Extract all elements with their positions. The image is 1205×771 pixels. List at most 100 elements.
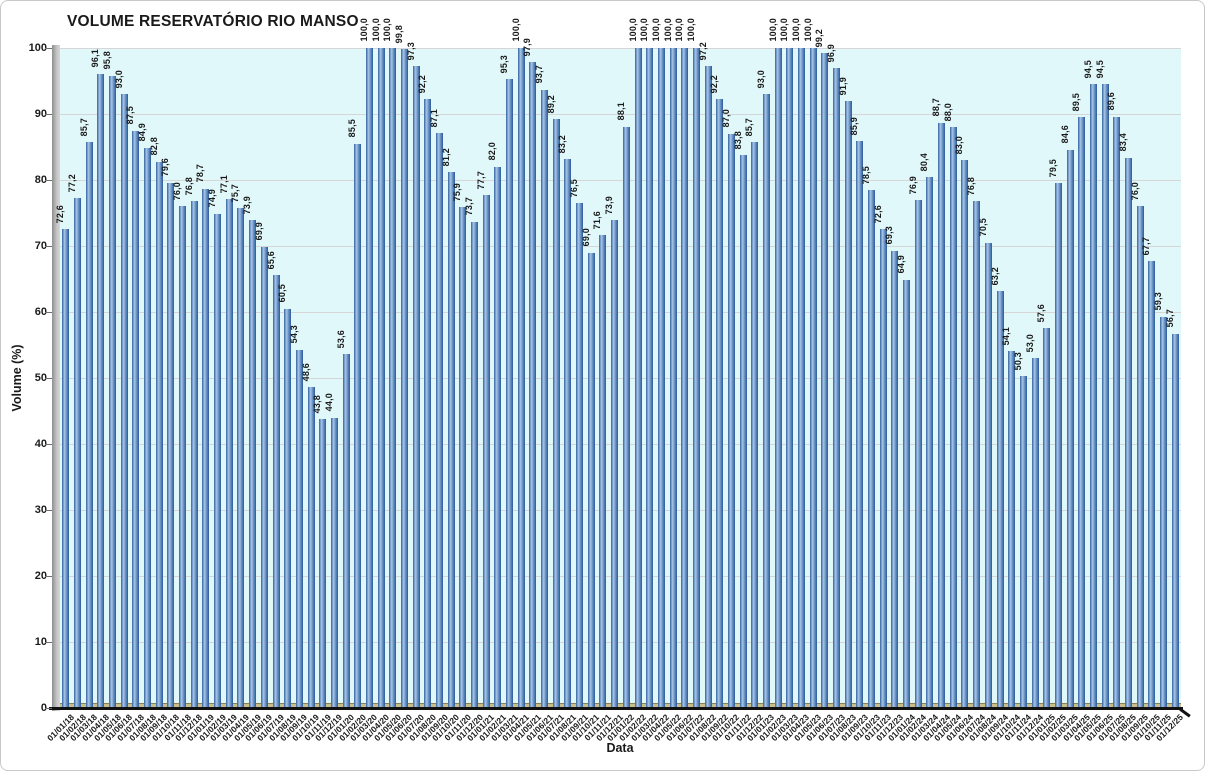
bar-value-label: 76,8 [966, 176, 977, 196]
bar [424, 99, 432, 708]
bar [657, 48, 665, 708]
bar-value-label: 53,6 [335, 329, 346, 349]
bar [973, 201, 981, 708]
bar-value-label: 76,5 [569, 178, 580, 198]
bar-value-label: 78,5 [861, 165, 872, 184]
bar [903, 279, 911, 708]
bar [1066, 149, 1074, 708]
bar [272, 275, 280, 708]
bar [599, 235, 607, 708]
chart-title: VOLUME RESERVATÓRIO RIO MANSO [67, 13, 359, 30]
bar-value-label: 76,0 [1129, 182, 1140, 201]
bar [891, 250, 899, 708]
bar [85, 142, 93, 708]
bar [692, 48, 700, 708]
y-axis-title: Volume (%) [10, 344, 24, 412]
bar-value-label: 100,0 [639, 18, 650, 42]
bar-value-label: 88,1 [615, 102, 626, 121]
bar [517, 48, 525, 708]
y-tick-label: 60 [34, 305, 47, 318]
y-tick-mark [45, 378, 52, 379]
bar [821, 53, 829, 708]
bar-value-label: 82,8 [148, 137, 159, 156]
bar [774, 48, 782, 708]
bar-value-label: 96,1 [90, 49, 101, 68]
bar-value-label: 82,0 [487, 142, 498, 161]
bar [751, 142, 759, 708]
bar [926, 177, 934, 708]
y-tick-label: 70 [34, 239, 47, 252]
bar [471, 221, 479, 708]
bar [611, 220, 619, 708]
y-tick-label: 80 [34, 173, 47, 186]
bar-value-label: 99,8 [393, 25, 404, 44]
bar [844, 101, 852, 708]
bar-value-label: 67,7 [1141, 236, 1152, 256]
bar-value-label: 87,1 [429, 108, 439, 128]
bar-value-label: 88,7 [931, 98, 942, 117]
bar [833, 68, 841, 708]
y-tick-mark [45, 246, 52, 247]
bar-value-label: 71,6 [592, 211, 603, 230]
y-tick-label: 0 [40, 701, 47, 714]
bar [1019, 376, 1027, 708]
bar-value-label: 100,0 [790, 18, 801, 42]
y-tick-label: 50 [34, 371, 47, 384]
bar-value-label: 94,5 [1082, 59, 1093, 79]
bar-value-label: 56,7 [1164, 309, 1175, 328]
bar-value-label: 100,0 [674, 18, 685, 42]
y-tick-label: 40 [34, 437, 47, 450]
y-tick-mark [45, 510, 52, 511]
bar [669, 48, 677, 708]
bar-value-label: 99,2 [814, 28, 825, 48]
bar [97, 73, 105, 708]
bar [704, 66, 712, 708]
bar [400, 49, 408, 708]
bar-value-label: 89,6 [1106, 92, 1117, 111]
bar-value-label: 92,2 [417, 75, 428, 94]
bar-value-label: 95,3 [499, 54, 510, 74]
bar-value-label: 54,3 [288, 325, 299, 344]
gridline [60, 641, 1181, 643]
bar-value-label: 72,6 [872, 204, 883, 223]
bar-value-label: 85,7 [78, 118, 89, 137]
bar-value-label: 69,0 [580, 228, 591, 247]
bar-value-label: 72,6 [55, 204, 66, 223]
bar-value-label: 76,9 [907, 176, 918, 195]
bar-value-label: 100,0 [662, 18, 673, 42]
bar [634, 48, 642, 708]
bar [214, 213, 222, 708]
y-tick-label: 100 [28, 41, 47, 54]
bar [564, 158, 572, 708]
y-tick-label: 90 [34, 107, 47, 120]
bar [716, 99, 724, 708]
bar [260, 246, 268, 708]
bar-value-label: 100,0 [802, 18, 813, 42]
bar [249, 220, 257, 708]
bar [1113, 116, 1121, 708]
bar-value-label: 100,0 [358, 18, 369, 42]
bar [949, 127, 957, 708]
bar-value-label: 76,8 [183, 176, 194, 196]
bar [914, 200, 922, 708]
bar [132, 130, 140, 708]
gridline [60, 47, 1181, 49]
bar-value-label: 96,9 [826, 44, 837, 63]
y-tick-mark [45, 642, 52, 643]
bar [377, 48, 385, 708]
bar-value-label: 43,8 [312, 394, 323, 413]
bar [365, 48, 373, 708]
bar [1008, 350, 1016, 708]
bar-value-label: 93,7 [534, 65, 545, 84]
y-tick-mark [45, 708, 52, 709]
bar-value-label: 84,9 [137, 123, 148, 142]
bar-value-label: 81,2 [440, 147, 451, 167]
bar-value-label: 73,9 [604, 195, 615, 215]
bar [447, 172, 455, 708]
bar-value-label: 77,7 [475, 170, 486, 190]
bar-value-label: 60,5 [277, 284, 288, 303]
bar [330, 417, 338, 708]
bar [202, 188, 210, 708]
bar [237, 208, 245, 708]
bar [576, 203, 584, 708]
